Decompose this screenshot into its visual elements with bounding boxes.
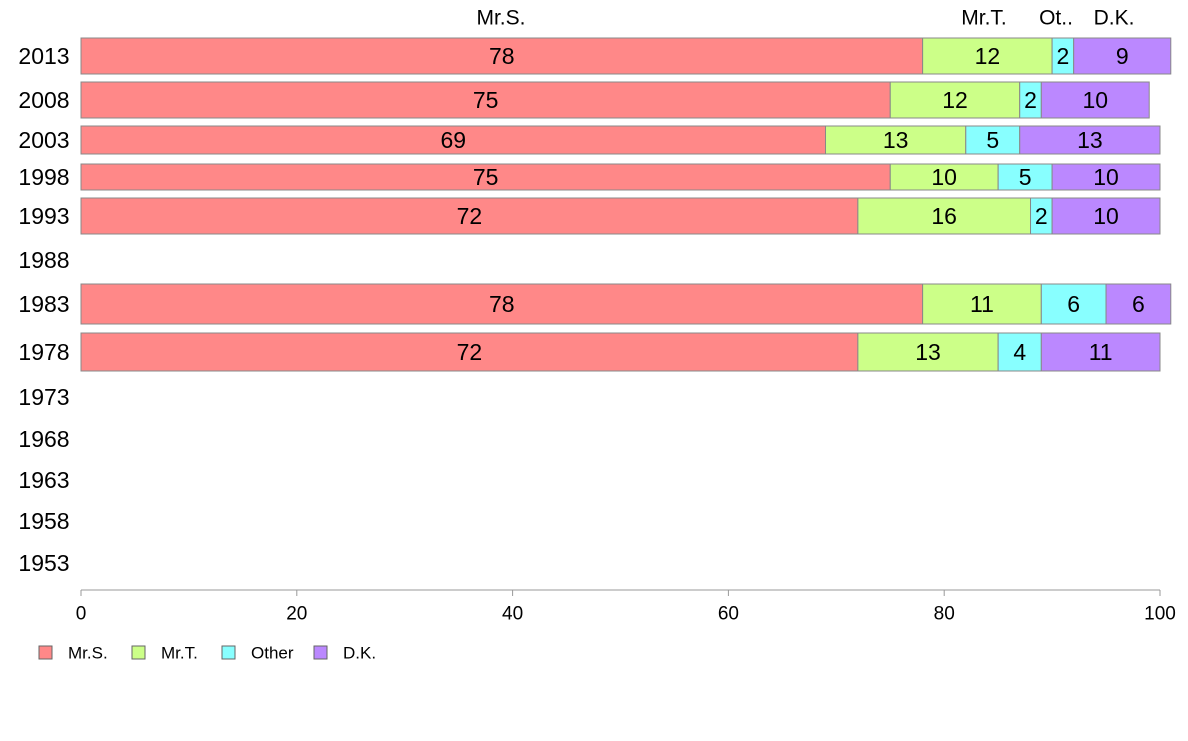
data-label-1998-dk: 10 xyxy=(1093,164,1119,190)
data-label-1998-other: 5 xyxy=(1019,164,1032,190)
data-label-1978-mrt: 13 xyxy=(915,339,941,365)
bar-2013-mrt xyxy=(922,37,1053,75)
data-label-1978-dk: 11 xyxy=(1089,339,1113,365)
data-label-2003-mrt: 13 xyxy=(883,127,909,153)
data-label-1983-mrs: 78 xyxy=(489,291,515,317)
y-tick-label-2008: 2008 xyxy=(18,87,69,113)
data-label-1993-mrs: 72 xyxy=(457,203,483,229)
bar-1998-mrt xyxy=(889,163,999,191)
bar-1998-dk xyxy=(1051,163,1161,191)
y-tick-label-1983: 1983 xyxy=(18,291,69,317)
bar-1983-mrs xyxy=(80,283,924,325)
y-tick-label-1988: 1988 xyxy=(18,247,69,273)
x-tick-label-0: 0 xyxy=(76,604,87,625)
bar-2008-dk xyxy=(1040,81,1150,119)
data-label-2008-mrt: 12 xyxy=(942,87,968,113)
top-label-3: D.K. xyxy=(1094,7,1135,30)
data-label-1993-dk: 10 xyxy=(1093,203,1119,229)
bar-2003-mrs xyxy=(80,125,827,155)
x-tick-label-80: 80 xyxy=(934,604,955,625)
legend-label-mrs: Mr.S. xyxy=(68,644,108,663)
data-label-2008-mrs: 75 xyxy=(473,87,499,113)
y-tick-label-2003: 2003 xyxy=(18,127,69,153)
legend-swatch-other xyxy=(221,645,236,660)
y-tick-label-1978: 1978 xyxy=(18,339,69,365)
bar-2008-mrs xyxy=(80,81,891,119)
data-label-2013-dk: 9 xyxy=(1116,43,1129,69)
legend-swatch-dk xyxy=(313,645,328,660)
bar-2003-dk xyxy=(1019,125,1161,155)
y-tick-label-1993: 1993 xyxy=(18,203,69,229)
data-label-2003-dk: 13 xyxy=(1077,127,1103,153)
y-tick-label-1958: 1958 xyxy=(18,508,69,534)
y-tick-label-1953: 1953 xyxy=(18,550,69,576)
bar-2008-mrt xyxy=(889,81,1021,119)
bar-2003-mrt xyxy=(825,125,967,155)
data-label-1998-mrs: 75 xyxy=(473,164,499,190)
y-tick-label-1968: 1968 xyxy=(18,426,69,452)
y-tick-label-1973: 1973 xyxy=(18,384,69,410)
data-label-2013-mrs: 78 xyxy=(489,43,515,69)
bar-1978-dk xyxy=(1040,332,1161,372)
y-tick-label-1963: 1963 xyxy=(18,467,69,493)
x-tick-label-60: 60 xyxy=(718,604,739,625)
x-tick-label-100: 100 xyxy=(1144,604,1176,625)
bar-1978-mrs xyxy=(80,332,859,372)
x-tick-label-20: 20 xyxy=(286,604,307,625)
bar-2013-mrs xyxy=(80,37,924,75)
data-label-1983-other: 6 xyxy=(1067,291,1080,317)
data-label-1983-dk: 6 xyxy=(1132,291,1145,317)
y-tick-label-1998: 1998 xyxy=(18,164,69,190)
legend-label-other: Other xyxy=(251,644,294,663)
data-label-2013-other: 2 xyxy=(1056,43,1069,69)
legend-label-mrt: Mr.T. xyxy=(161,644,198,663)
data-label-1993-other: 2 xyxy=(1035,203,1048,229)
bar-1978-mrt xyxy=(857,332,999,372)
bar-1978-other xyxy=(997,332,1042,372)
legend-label-dk: D.K. xyxy=(343,644,376,663)
data-label-2008-other: 2 xyxy=(1024,87,1037,113)
bar-1998-mrs xyxy=(80,163,891,191)
data-label-1983-mrt: 11 xyxy=(970,291,994,317)
legend-swatch-mrs xyxy=(38,645,53,660)
bar-1983-dk xyxy=(1105,283,1172,325)
bar-1983-mrt xyxy=(922,283,1042,325)
data-label-2013-mrt: 12 xyxy=(975,43,1001,69)
legend-swatch-mrt xyxy=(131,645,146,660)
top-label-1: Mr.T. xyxy=(961,7,1007,30)
y-tick-label-2013: 2013 xyxy=(18,43,69,69)
bar-2003-other xyxy=(965,125,1021,155)
bar-1993-dk xyxy=(1051,197,1161,235)
data-label-1978-other: 4 xyxy=(1013,339,1026,365)
x-tick-label-40: 40 xyxy=(502,604,523,625)
data-label-2008-dk: 10 xyxy=(1082,87,1108,113)
data-label-1998-mrt: 10 xyxy=(931,164,957,190)
data-label-1993-mrt: 16 xyxy=(931,203,957,229)
data-label-2003-other: 5 xyxy=(986,127,999,153)
top-label-0: Mr.S. xyxy=(476,7,525,30)
bar-2013-dk xyxy=(1073,37,1172,75)
bar-1998-other xyxy=(997,163,1053,191)
top-label-2: Ot.. xyxy=(1039,7,1073,30)
data-label-2003-mrs: 69 xyxy=(440,127,466,153)
data-label-1978-mrs: 72 xyxy=(457,339,483,365)
